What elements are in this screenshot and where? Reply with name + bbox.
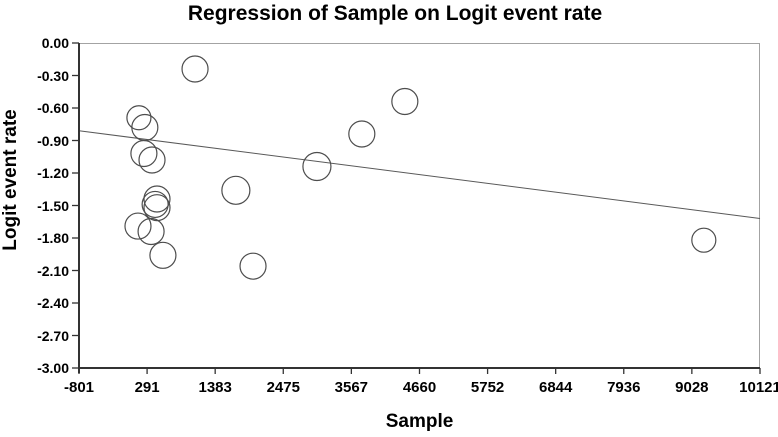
x-tick-label: 6844 [538,379,573,396]
x-tick-label: -801 [63,379,95,396]
x-tick-label: 9028 [675,379,709,396]
x-tick-label: 1383 [198,379,232,396]
y-tick-label: -0.60 [37,100,69,116]
study-point [138,146,166,174]
study-point [348,120,376,148]
y-tick-label: -0.90 [37,132,69,149]
y-tick-label: -2.10 [37,262,69,279]
study-point [126,105,152,131]
x-tick-label: 291 [134,379,160,396]
y-tick-label: -1.20 [37,165,69,181]
y-tick-label: -1.50 [37,197,69,214]
x-tick-label: 5752 [470,379,505,396]
x-tick-label: 2475 [266,379,300,396]
study-point [181,55,209,83]
x-axis-title: Sample [385,411,454,432]
y-tick-label: 0.00 [41,35,69,51]
x-tick-label: 10121 [739,379,778,396]
chart-title: Regression of Sample on Logit event rate [187,2,603,25]
study-point [391,87,419,116]
plot-area [72,42,761,374]
y-tick-label: -2.40 [37,295,69,311]
study-point [130,139,158,168]
y-tick-label: -2.70 [37,327,69,344]
y-tick-label: -0.30 [37,67,69,84]
study-point [143,185,171,213]
y-tick-label: -3.00 [37,360,69,376]
x-tick-label: 7936 [607,379,641,396]
study-point [137,217,165,246]
study-point [691,227,717,253]
study-point [239,252,267,280]
y-tick-label: -1.80 [37,230,69,246]
x-tick-label: 4660 [402,379,437,396]
regression-line [78,130,761,219]
study-point [124,212,152,240]
study-point [149,241,177,269]
x-tick-label: 3567 [334,379,369,396]
study-point [143,194,171,222]
study-point [141,190,169,219]
study-point [302,151,332,182]
study-point [221,175,251,205]
